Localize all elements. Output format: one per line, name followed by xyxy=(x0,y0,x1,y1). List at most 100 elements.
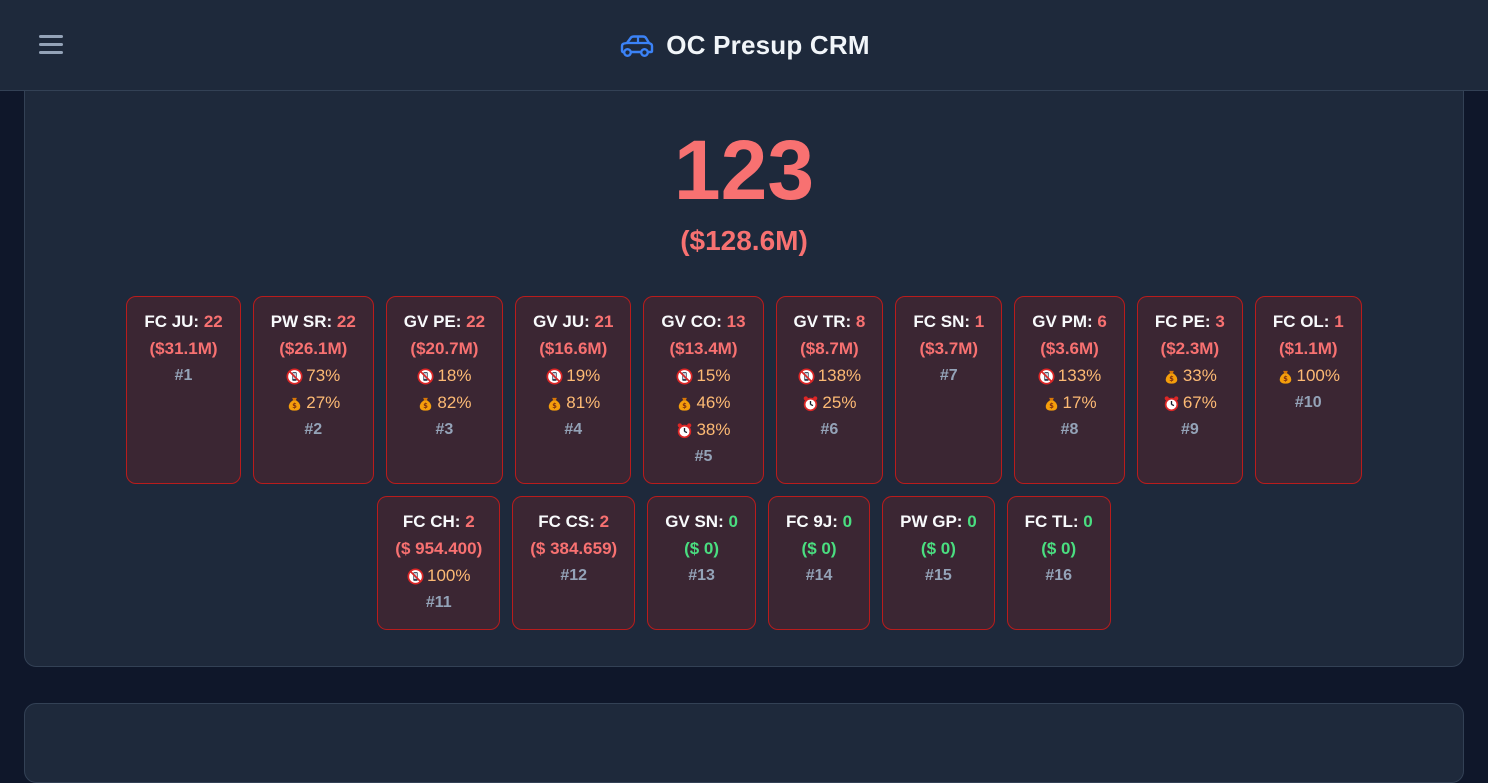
svg-text:$: $ xyxy=(424,402,429,410)
office-stat: $33% xyxy=(1163,365,1217,387)
office-label: GV JU: xyxy=(533,312,590,331)
office-label: FC SN: xyxy=(913,312,971,331)
office-amount: ($ 0) xyxy=(1041,539,1077,558)
stat-value: 82% xyxy=(437,393,472,412)
office-card-header: GV SN: 0 xyxy=(665,511,738,533)
office-count: 8 xyxy=(855,312,866,331)
no-phone-icon xyxy=(417,367,434,385)
office-stat: 19% xyxy=(546,365,600,387)
office-amount: ($3.6M) xyxy=(1040,339,1099,358)
car-icon xyxy=(621,34,654,57)
office-label: FC TL: xyxy=(1024,512,1079,531)
office-card-header: FC OL: 1 xyxy=(1273,311,1344,333)
office-amount: ($1.1M) xyxy=(1278,339,1338,358)
office-count: 0 xyxy=(1083,512,1093,531)
office-stat: 18% xyxy=(417,365,471,387)
office-rank: #9 xyxy=(1180,421,1199,438)
office-rank: #15 xyxy=(925,567,952,584)
no-phone-icon xyxy=(798,367,815,385)
app-brand: OC Presup CRM xyxy=(0,0,1488,91)
no-phone-icon xyxy=(407,567,424,585)
alarm-clock-icon xyxy=(802,395,819,412)
office-card[interactable]: FC OL: 1 ($1.1M) $100% #10 xyxy=(1254,296,1362,484)
office-card[interactable]: GV CO: 13 ($13.4M) 15% $46% 38% #5 xyxy=(643,296,764,484)
office-amount: ($ 384.659) xyxy=(530,539,618,558)
stat-value: 81% xyxy=(566,393,601,412)
office-count: 22 xyxy=(203,312,223,331)
office-card[interactable]: FC 9J: 0 ($ 0) #14 xyxy=(767,496,871,630)
office-card-header: FC CH: 2 xyxy=(403,511,475,533)
office-amount: ($16.6M) xyxy=(539,339,608,358)
office-card[interactable]: FC PE: 3 ($2.3M) $33% 67% #9 xyxy=(1136,296,1243,484)
money-bag-icon: $ xyxy=(1277,368,1294,385)
office-card[interactable]: GV SN: 0 ($ 0) #13 xyxy=(647,496,756,630)
hamburger-menu-icon[interactable] xyxy=(36,33,66,57)
office-card-header: GV PM: 6 xyxy=(1032,311,1107,333)
office-amount: ($ 0) xyxy=(920,539,956,558)
office-count: 6 xyxy=(1097,312,1107,331)
office-count: 2 xyxy=(465,512,475,531)
office-label: FC OL: xyxy=(1272,312,1330,331)
office-rank: #2 xyxy=(304,421,323,438)
office-label: GV TR: xyxy=(793,312,852,331)
total-count: 123 xyxy=(673,123,815,217)
stat-value: 38% xyxy=(696,420,731,439)
svg-text:$: $ xyxy=(292,402,297,410)
office-amount: ($31.1M) xyxy=(149,339,218,358)
stat-value: 73% xyxy=(306,366,341,385)
secondary-panel xyxy=(24,703,1464,783)
office-stat: 133% xyxy=(1038,365,1101,387)
alarm-clock-icon xyxy=(1163,395,1180,412)
office-stat: 67% xyxy=(1163,392,1217,414)
office-card[interactable]: FC CS: 2 ($ 384.659) #12 xyxy=(512,496,636,630)
office-card[interactable]: GV PM: 6 ($3.6M) 133% $17% #8 xyxy=(1014,296,1125,484)
office-rank: #11 xyxy=(425,594,452,611)
office-count: 22 xyxy=(466,312,486,331)
office-count: 1 xyxy=(1334,312,1344,331)
office-rank: #5 xyxy=(694,448,713,465)
office-stat: 15% xyxy=(676,365,730,387)
office-amount: ($ 954.400) xyxy=(395,539,483,558)
office-card[interactable]: GV TR: 8 ($8.7M) 138% 25% #6 xyxy=(775,296,884,484)
office-amount: ($20.7M) xyxy=(410,339,479,358)
stat-value: 46% xyxy=(696,393,731,412)
total-amount: ($128.6M) xyxy=(680,225,808,256)
stat-value: 19% xyxy=(566,366,601,385)
no-phone-icon xyxy=(286,367,303,385)
office-stat: 100% xyxy=(407,565,471,587)
office-card[interactable]: GV PE: 22 ($20.7M) 18% $82% #3 xyxy=(385,296,504,484)
alarm-clock-icon xyxy=(676,422,693,439)
office-card[interactable]: FC CH: 2 ($ 954.400) 100% #11 xyxy=(377,496,501,630)
office-card-header: GV TR: 8 xyxy=(794,311,866,333)
office-label: FC JU: xyxy=(144,312,200,331)
office-stat: $27% xyxy=(286,392,340,414)
office-rank: #4 xyxy=(564,421,583,438)
stat-value: 33% xyxy=(1182,366,1217,385)
money-bag-icon: $ xyxy=(1163,368,1180,385)
office-stat: $100% xyxy=(1277,365,1340,387)
office-label: FC CH: xyxy=(402,512,461,531)
office-count: 0 xyxy=(842,512,853,531)
office-card-header: FC CS: 2 xyxy=(538,511,609,533)
office-label: PW SR: xyxy=(270,312,333,331)
office-label: GV SN: xyxy=(665,512,724,531)
office-count: 22 xyxy=(336,312,356,331)
office-count: 2 xyxy=(599,512,610,531)
office-stat: $81% xyxy=(546,392,600,414)
office-card[interactable]: PW SR: 22 ($26.1M) 73% $27% #2 xyxy=(252,296,374,484)
office-card-header: PW GP: 0 xyxy=(900,511,977,533)
office-card[interactable]: FC TL: 0 ($ 0) #16 xyxy=(1006,496,1111,630)
office-amount: ($ 0) xyxy=(684,539,720,558)
office-amount: ($8.7M) xyxy=(800,339,859,358)
office-stat: 25% xyxy=(802,392,856,414)
office-card[interactable]: FC JU: 22 ($31.1M) #1 xyxy=(126,296,241,484)
office-stat: $17% xyxy=(1043,392,1097,414)
stat-value: 15% xyxy=(696,366,731,385)
office-card-header: FC JU: 22 xyxy=(144,311,222,333)
office-count: 0 xyxy=(967,512,977,531)
office-card[interactable]: GV JU: 21 ($16.6M) 19% $81% #4 xyxy=(515,296,632,484)
office-card[interactable]: PW GP: 0 ($ 0) #15 xyxy=(882,496,995,630)
svg-text:$: $ xyxy=(1049,402,1054,410)
office-card[interactable]: FC SN: 1 ($3.7M) #7 xyxy=(895,296,1003,484)
cards-row-1: FC JU: 22 ($31.1M) #1 PW SR: 22 ($26.1M) 73% $… xyxy=(0,296,1488,484)
